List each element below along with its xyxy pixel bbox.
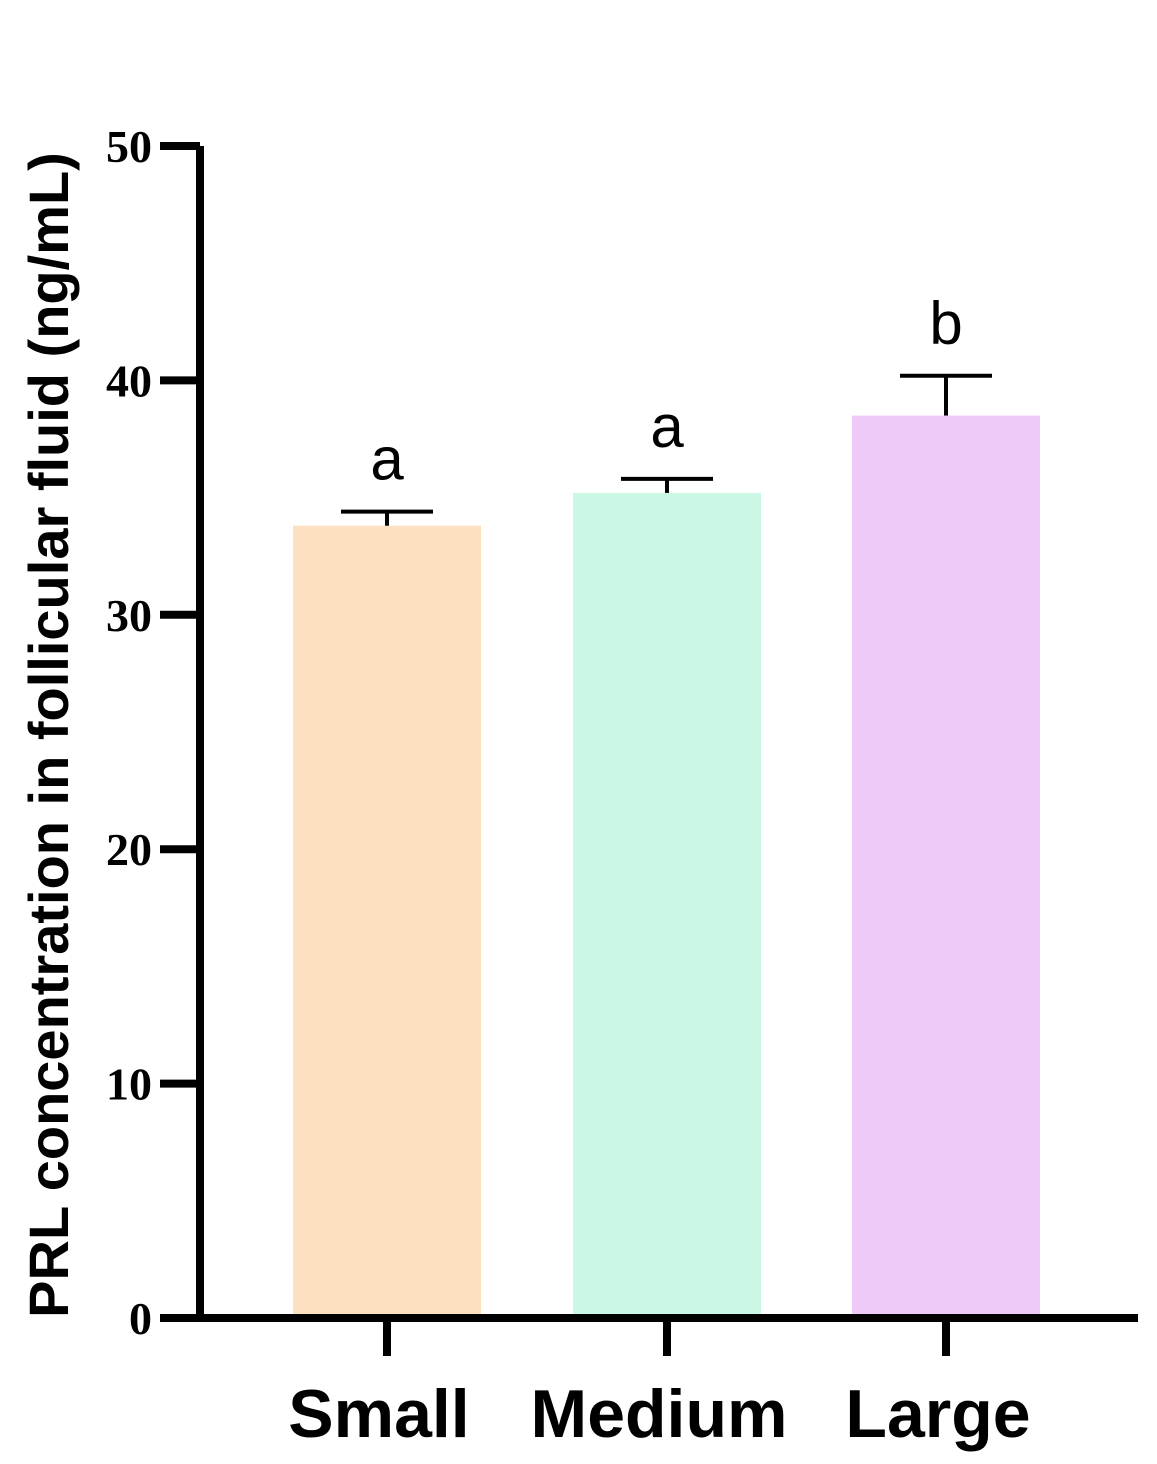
bars — [293, 415, 1040, 1318]
y-axis-ticks: 0 10 20 30 40 50 — [106, 121, 200, 1344]
significance-labels: a a b — [370, 290, 962, 493]
significance-label: a — [370, 426, 404, 493]
y-tick-label: 10 — [106, 1059, 152, 1110]
bar-medium — [573, 492, 761, 1318]
x-tick-label: Small — [288, 1376, 469, 1452]
y-tick-label: 0 — [129, 1293, 152, 1344]
y-axis-label: PRL concentration in follicular fluid (n… — [17, 152, 80, 1318]
x-axis-ticks: Small Medium Large — [288, 1318, 1031, 1452]
bar-large — [852, 415, 1040, 1318]
significance-label: b — [929, 290, 962, 357]
y-tick-label: 20 — [106, 824, 152, 875]
error-bars — [341, 373, 992, 526]
bar-small — [293, 525, 481, 1318]
x-tick-label: Medium — [531, 1376, 788, 1452]
y-tick-label: 40 — [106, 355, 152, 406]
y-tick-label: 50 — [106, 121, 152, 172]
x-tick-label: Large — [845, 1376, 1030, 1452]
y-tick-label: 30 — [106, 590, 152, 641]
significance-label: a — [650, 393, 684, 460]
axes — [160, 146, 1138, 1322]
